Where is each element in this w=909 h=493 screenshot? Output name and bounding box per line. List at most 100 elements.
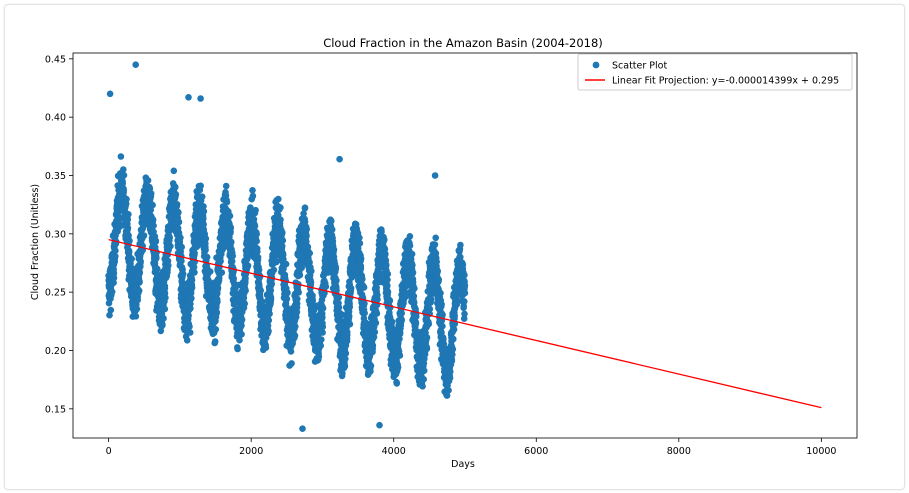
scatter-point [291, 332, 299, 339]
scatter-point [186, 323, 193, 330]
scatter-point [108, 288, 116, 296]
scatter-point [301, 218, 309, 226]
scatter-point [278, 242, 286, 250]
scatter-point [254, 253, 262, 261]
scatter-point [205, 277, 212, 284]
scatter-point [228, 238, 235, 246]
legend-fit-label: Linear Fit Projection: y=-0.000014399x +… [612, 76, 839, 87]
scatter-point [293, 313, 300, 321]
scatter-point [177, 234, 184, 241]
scatter-point [386, 297, 394, 304]
scatter-point [408, 250, 416, 258]
scatter-point [178, 243, 185, 251]
scatter-point [432, 234, 440, 242]
scatter-point [450, 326, 458, 333]
scatter-point [172, 183, 179, 191]
scatter-point-outlier [336, 155, 343, 163]
scatter-point [202, 235, 210, 242]
scatter-point [162, 294, 169, 302]
scatter-point [228, 258, 236, 265]
scatter-point [372, 319, 380, 327]
scatter-point [191, 249, 198, 257]
scatter-point [240, 294, 248, 302]
scatter-point [217, 257, 224, 265]
scatter-point [333, 277, 340, 284]
scatter-point-outlier [185, 94, 192, 101]
scatter-point [110, 274, 118, 282]
scatter-point [347, 284, 355, 292]
y-tick-label: 0.40 [45, 113, 66, 124]
scatter-point [218, 269, 226, 276]
scatter-point [342, 355, 349, 363]
scatter-point [409, 261, 416, 269]
scatter-point [406, 233, 414, 240]
scatter-point [367, 368, 374, 375]
scatter-point [175, 218, 183, 226]
scatter-point [202, 246, 209, 254]
x-tick-label: 4000 [382, 446, 406, 457]
scatter-point [440, 340, 448, 348]
scatter-point [439, 311, 446, 319]
scatter-point [388, 318, 396, 326]
scatter-point [244, 262, 252, 269]
y-tick-label: 0.15 [45, 404, 66, 415]
scatter-point [125, 232, 132, 239]
scatter-point [461, 298, 468, 305]
scatter-point [449, 346, 457, 353]
scatter-point [438, 329, 445, 336]
scatter-point [277, 204, 284, 211]
scatter-point [234, 345, 241, 353]
x-tick-label: 0 [106, 446, 112, 457]
scatter-point [279, 229, 286, 236]
scatter-point [265, 317, 273, 324]
scatter-point [445, 387, 452, 394]
scatter-point [359, 275, 366, 283]
scatter-point [227, 224, 235, 231]
y-axis-label: Cloud Fraction (Unitless) [30, 184, 41, 300]
scatter-point [124, 224, 132, 232]
scatter-point [398, 310, 406, 317]
scatter-point [267, 295, 275, 303]
scatter-point [373, 310, 381, 317]
scatter-point [267, 287, 275, 294]
y-tick-label: 0.45 [45, 54, 66, 65]
scatter-point [319, 313, 326, 321]
fit-line [108, 239, 822, 409]
scatter-point [149, 216, 157, 223]
scatter-point [423, 345, 431, 353]
scatter-point [287, 348, 295, 355]
scatter-point [426, 305, 434, 313]
scatter-point [188, 276, 196, 284]
scatter-point [460, 315, 468, 323]
scatter-point [406, 242, 414, 249]
scatter-point [461, 282, 469, 289]
scatter-points [105, 61, 469, 433]
scatter-point [159, 321, 166, 329]
scatter-point [318, 336, 325, 343]
scatter-point [411, 285, 418, 292]
scatter-point [186, 329, 194, 336]
scatter-point [127, 260, 134, 268]
scatter-point [384, 288, 392, 296]
scatter-point [179, 270, 187, 278]
scatter-point [200, 221, 207, 228]
scatter-point [373, 284, 381, 292]
scatter-point [132, 313, 140, 320]
scatter-point [309, 297, 317, 305]
scatter-point [241, 300, 248, 308]
scatter-point [303, 232, 310, 240]
scatter-point [383, 282, 391, 290]
scatter-point [253, 237, 260, 245]
scatter-point [307, 279, 315, 286]
scatter-point [152, 237, 160, 244]
scatter-point [154, 265, 161, 273]
scatter-point [110, 269, 118, 277]
scatter-point [144, 177, 152, 184]
scatter-point [443, 392, 451, 399]
scatter-point [381, 245, 389, 253]
scatter-point [434, 267, 442, 275]
scatter-point [251, 222, 259, 230]
scatter-point [187, 290, 195, 297]
scatter-point [190, 263, 198, 271]
scatter-point [461, 271, 468, 279]
